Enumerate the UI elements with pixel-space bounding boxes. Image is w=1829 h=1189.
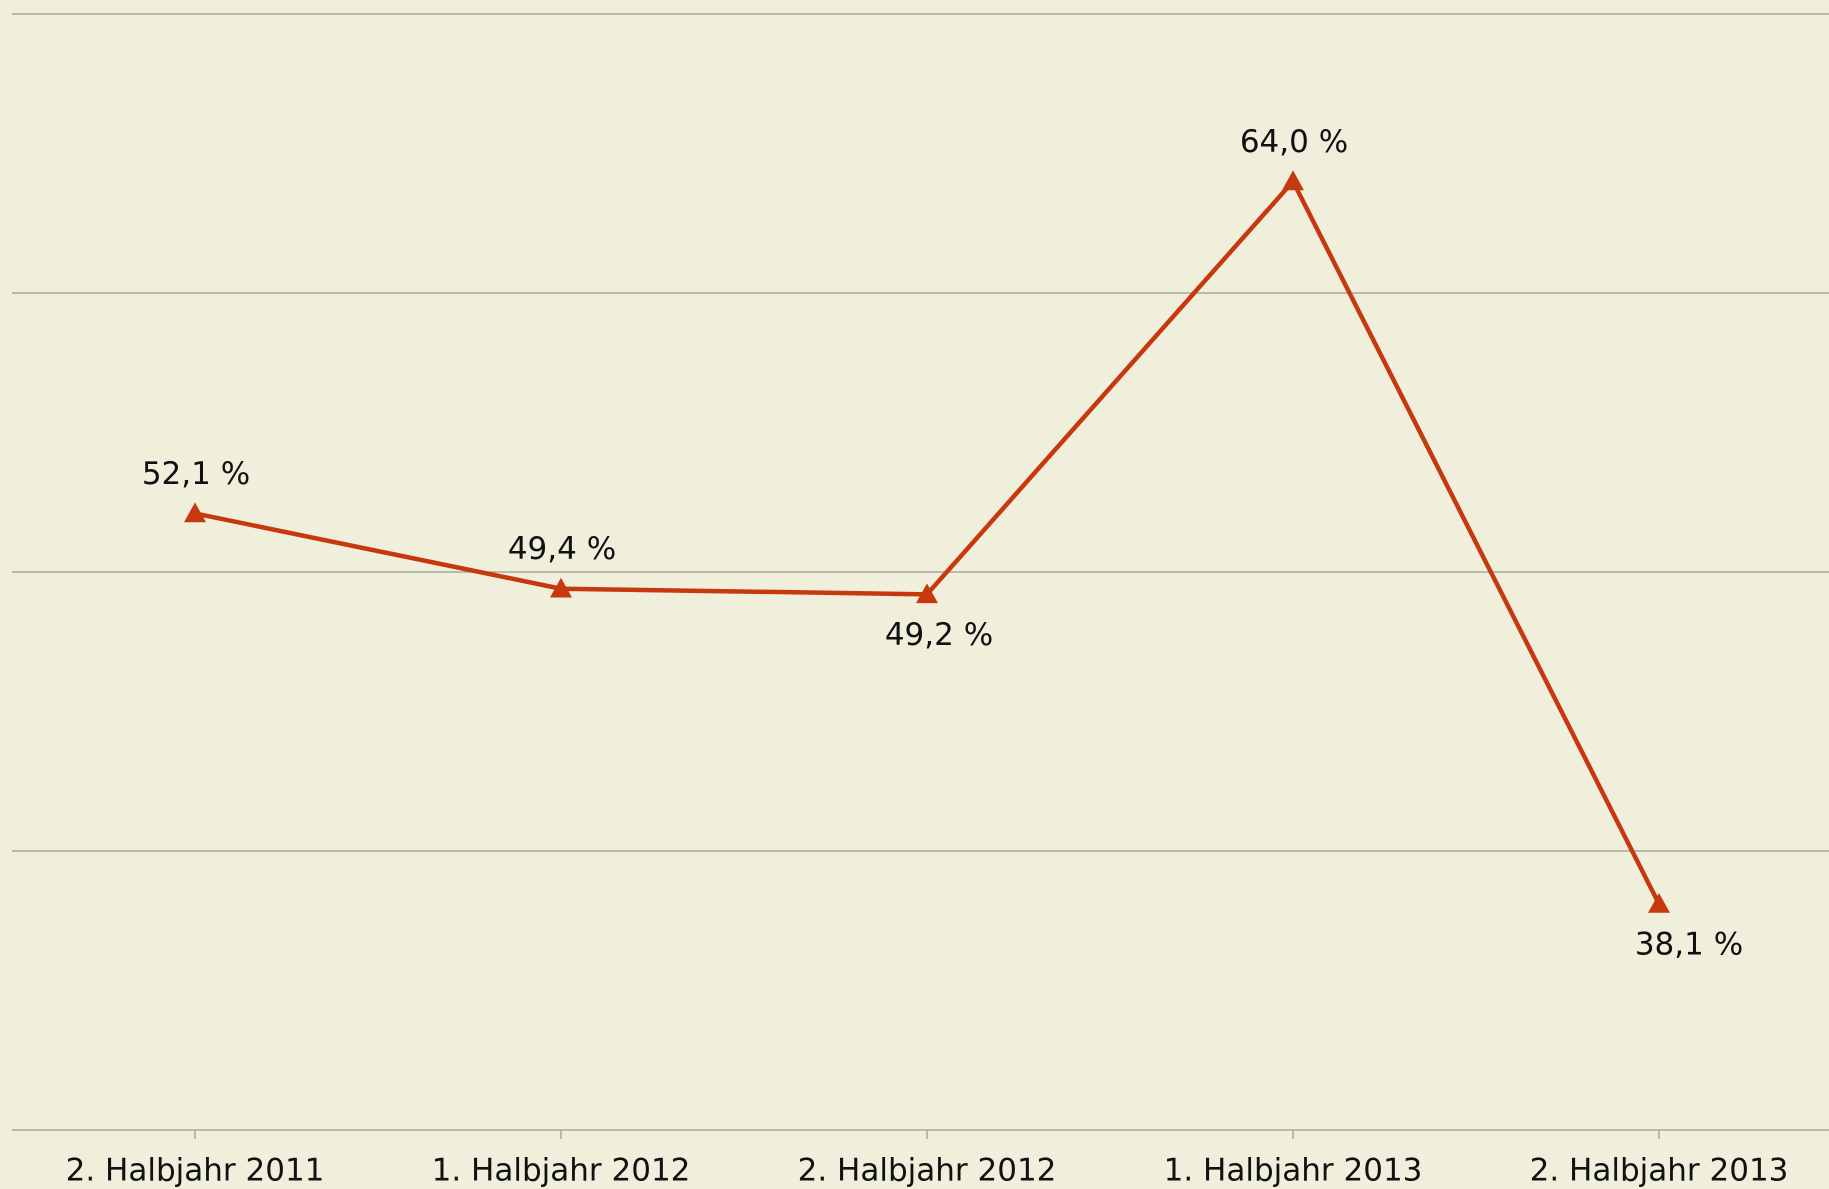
x-tick-label: 2. Halbjahr 2013 — [1530, 1153, 1789, 1189]
point-marker — [184, 502, 206, 523]
data-label: 64,0 % — [1240, 124, 1348, 160]
series-line — [194, 179, 1662, 906]
x-tick-label: 2. Halbjahr 2012 — [798, 1153, 1057, 1189]
x-tick-label: 2. Halbjahr 2011 — [66, 1153, 325, 1189]
point-marker — [1282, 170, 1304, 191]
x-tick-label: 1. Halbjahr 2013 — [1164, 1153, 1423, 1189]
point-marker — [1648, 893, 1670, 913]
data-label: 38,1 % — [1635, 927, 1743, 963]
point-marker — [550, 577, 572, 598]
point-marker — [916, 583, 938, 604]
x-tick-label: 1. Halbjahr 2012 — [432, 1153, 691, 1189]
data-label: 49,4 % — [508, 531, 616, 567]
data-label: 49,2 % — [885, 617, 993, 653]
data-label: 52,1 % — [142, 456, 250, 492]
